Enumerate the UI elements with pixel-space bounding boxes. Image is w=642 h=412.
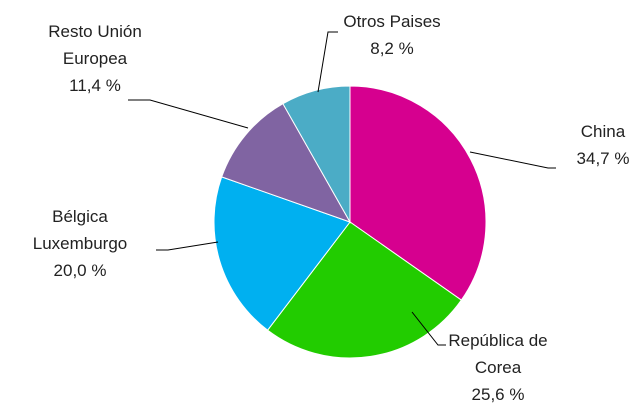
leader-line [469,151,556,169]
category-label: Bélgica Luxemburgo [32,207,128,253]
slice-label: República de Corea 25,6 % [448,327,548,408]
pie-slice [266,221,463,359]
slice-label: Resto Unión Europea 11,4 % [30,18,160,99]
leader-line [128,99,249,129]
leader-line [411,311,446,346]
value-label: 34,7 % [576,149,630,168]
category-label: Resto Unión Europea [48,22,142,68]
value-label: 11,4 % [69,76,121,95]
category-label: República de Corea [448,331,548,377]
leader-line [317,31,338,93]
pie-slice [282,85,351,224]
slice-label: China 34,7 % [533,118,642,172]
slice-label: Bélgica Luxemburgo 20,0 % [22,203,138,284]
value-label: 25,6 % [471,385,525,404]
leader-line [156,241,219,251]
pie-slice [221,103,352,223]
value-label: 20,0 % [53,261,107,280]
category-label: China [580,122,626,141]
category-label: Otros Paises [343,12,441,31]
pie-slice [213,176,351,331]
pie-slice [349,85,487,301]
value-label: 8,2 % [370,39,414,58]
slice-label: Otros Paises 8,2 % [322,8,462,62]
